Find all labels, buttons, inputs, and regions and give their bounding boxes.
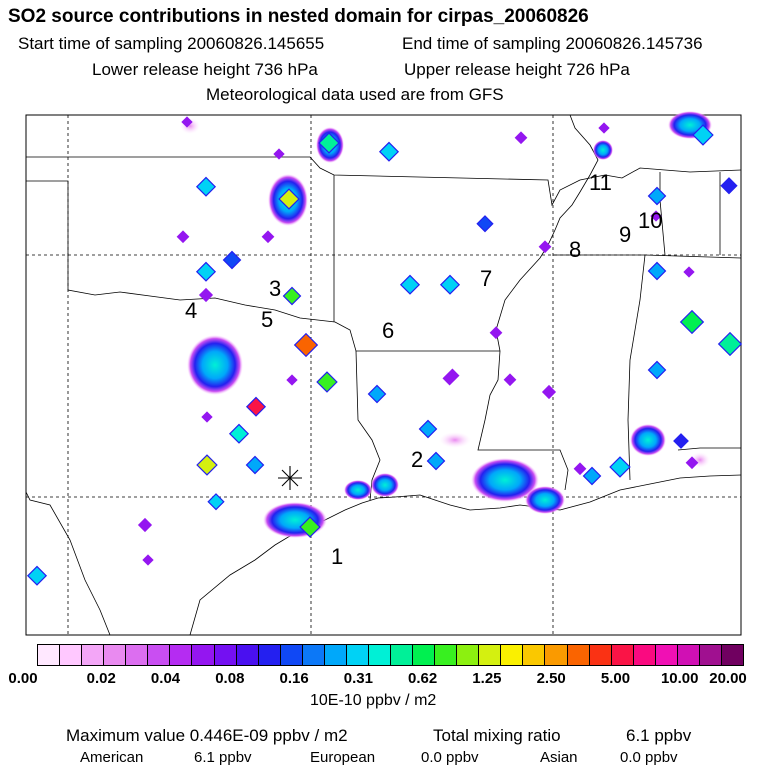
colorbar-segment (324, 645, 347, 665)
colorbar-tick-label: 0.62 (408, 670, 438, 687)
colorbar-segment (258, 645, 281, 665)
colorbar-segment (435, 645, 458, 665)
region-labels: 1 2 3 4 5 6 7 8 9 10 11 (185, 170, 662, 569)
concentration-field (26, 111, 743, 586)
colorbar-segment (677, 645, 700, 665)
total-mixing-ratio-value: 6.1 ppbv (626, 726, 692, 745)
colorbar-segment (368, 645, 391, 665)
colorbar-tick-label: 1.25 (472, 670, 502, 687)
colorbar-segment (611, 645, 634, 665)
american-label: American (80, 749, 144, 766)
region-label-4: 4 (185, 298, 197, 323)
colorbar-tick-label: 0.16 (279, 670, 309, 687)
colorbar-segment (391, 645, 414, 665)
lower-release-height-label: Lower release height 736 hPa (92, 60, 318, 79)
asian-label: Asian (540, 749, 578, 766)
end-time-label: End time of sampling 20060826.145736 (402, 34, 703, 53)
maximum-value-label: Maximum value 0.446E-09 ppbv / m2 (66, 726, 348, 745)
colorbar-segment (126, 645, 149, 665)
colorbar-segment (545, 645, 568, 665)
colorbar-units-label: 10E-10 ppbv / m2 (310, 692, 437, 709)
release-point-asterisk (278, 466, 302, 490)
upper-release-height-label: Upper release height 726 hPa (404, 60, 630, 79)
region-label-7: 7 (480, 266, 492, 291)
start-time-label: Start time of sampling 20060826.145655 (18, 34, 325, 53)
colorbar-segment (60, 645, 83, 665)
region-label-1: 1 (331, 544, 343, 569)
colorbar-segment (214, 645, 237, 665)
colorbar-tick-label: 2.50 (536, 670, 566, 687)
colorbar-segment (148, 645, 171, 665)
colorbar-segment (589, 645, 612, 665)
region-label-5: 5 (261, 307, 273, 332)
colorbar-segment (302, 645, 325, 665)
total-mixing-ratio-label: Total mixing ratio (433, 726, 561, 745)
colorbar-segment (479, 645, 502, 665)
colorbar-tick-label: 0.00 (8, 670, 38, 687)
map-frame (25, 114, 742, 636)
colorbar-segment (346, 645, 369, 665)
colorbar-segment (170, 645, 193, 665)
colorbar-segment (192, 645, 215, 665)
colorbar-tick-label: 0.04 (150, 670, 181, 687)
region-label-10: 10 (638, 208, 662, 233)
colorbar-segment (501, 645, 524, 665)
colorbar-segment (567, 645, 590, 665)
colorbar-segment (82, 645, 105, 665)
colorbar-segment (413, 645, 436, 665)
colorbar-tick-label: 10.00 (660, 670, 699, 687)
european-label: European (310, 749, 376, 766)
map-title: SO2 source contributions in nested domai… (8, 6, 589, 27)
colorbar-segment (104, 645, 127, 665)
colorbar-tick-label: 20.00 (709, 670, 747, 687)
asian-value: 0.0 ppbv (620, 749, 678, 766)
colorbar-tick-label: 5.00 (600, 670, 631, 687)
colorbar-tick-label: 0.08 (215, 670, 245, 687)
colorbar-segment (280, 645, 303, 665)
colorbar-segment (523, 645, 546, 665)
meteorological-data-label: Meteorological data used are from GFS (206, 85, 504, 104)
region-label-8: 8 (569, 237, 581, 262)
colorbar-segment (38, 645, 61, 665)
region-label-11: 11 (589, 170, 612, 195)
european-value: 0.0 ppbv (421, 749, 479, 766)
region-label-9: 9 (619, 222, 631, 247)
colorbar (37, 644, 744, 666)
colorbar-tick-label: 0.31 (343, 670, 373, 687)
colorbar-segment (236, 645, 259, 665)
colorbar-segment (655, 645, 678, 665)
region-label-2: 2 (411, 447, 423, 472)
colorbar-tick-label: 0.02 (86, 670, 116, 687)
colorbar-segment (721, 645, 743, 665)
american-value: 6.1 ppbv (194, 749, 252, 766)
colorbar-segment (457, 645, 480, 665)
colorbar-segment (699, 645, 722, 665)
region-label-6: 6 (382, 318, 394, 343)
region-label-3: 3 (269, 276, 281, 301)
colorbar-segment (633, 645, 656, 665)
